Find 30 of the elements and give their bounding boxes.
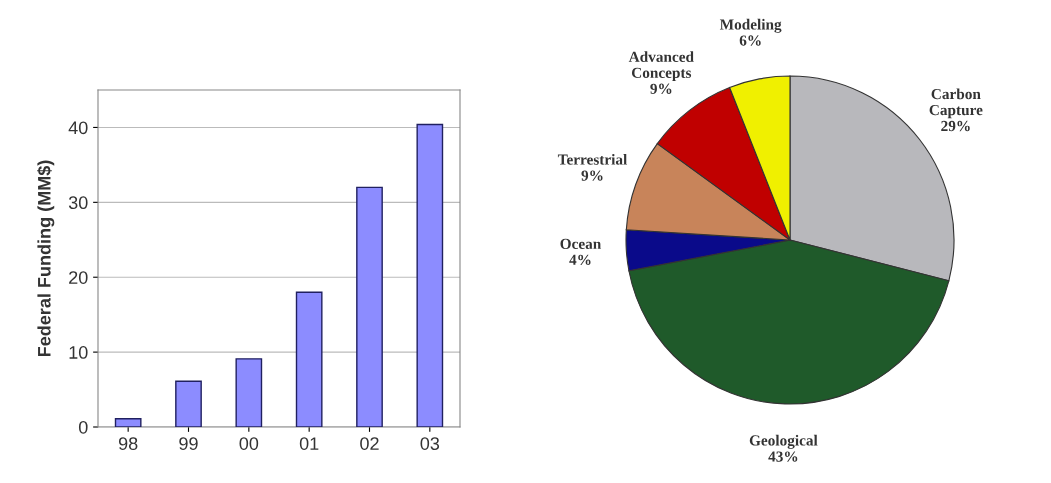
slice-label: Geological — [749, 434, 818, 449]
y-tick-label: 20 — [69, 271, 88, 284]
bar — [295, 291, 323, 427]
data-label: 43% — [768, 451, 798, 462]
bar — [235, 358, 263, 427]
y-tick-label: 40 — [68, 121, 88, 135]
data-label: 4% — [569, 254, 591, 266]
slice-label: Terrestrial — [557, 153, 628, 165]
y-tick-label: 10 — [69, 346, 88, 359]
y-axis-title: Federal Funding (MM$) — [37, 160, 55, 357]
bar — [356, 186, 383, 427]
data-label: 9% — [650, 83, 672, 94]
bar — [114, 418, 142, 427]
data-label: 6% — [739, 35, 761, 46]
y-tick-label: 0 — [78, 420, 88, 434]
x-tick-label: 03 — [420, 437, 440, 450]
x-tick-label: 02 — [360, 437, 379, 450]
x-tick-label: 00 — [239, 437, 259, 450]
slice-label: Carbon Capture — [929, 88, 983, 119]
slice-label: Modeling — [719, 18, 782, 33]
x-tick-label: 99 — [179, 437, 198, 450]
data-label: 9% — [581, 170, 603, 181]
y-tick-label: 30 — [68, 196, 88, 210]
x-tick-label: 01 — [299, 437, 319, 450]
bar — [416, 123, 444, 427]
slice-label: Advanced Concepts — [628, 51, 694, 82]
x-tick-label: 98 — [118, 437, 138, 450]
bar — [175, 380, 202, 427]
slice-label: Ocean — [560, 238, 602, 250]
data-label: 29% — [941, 120, 970, 132]
